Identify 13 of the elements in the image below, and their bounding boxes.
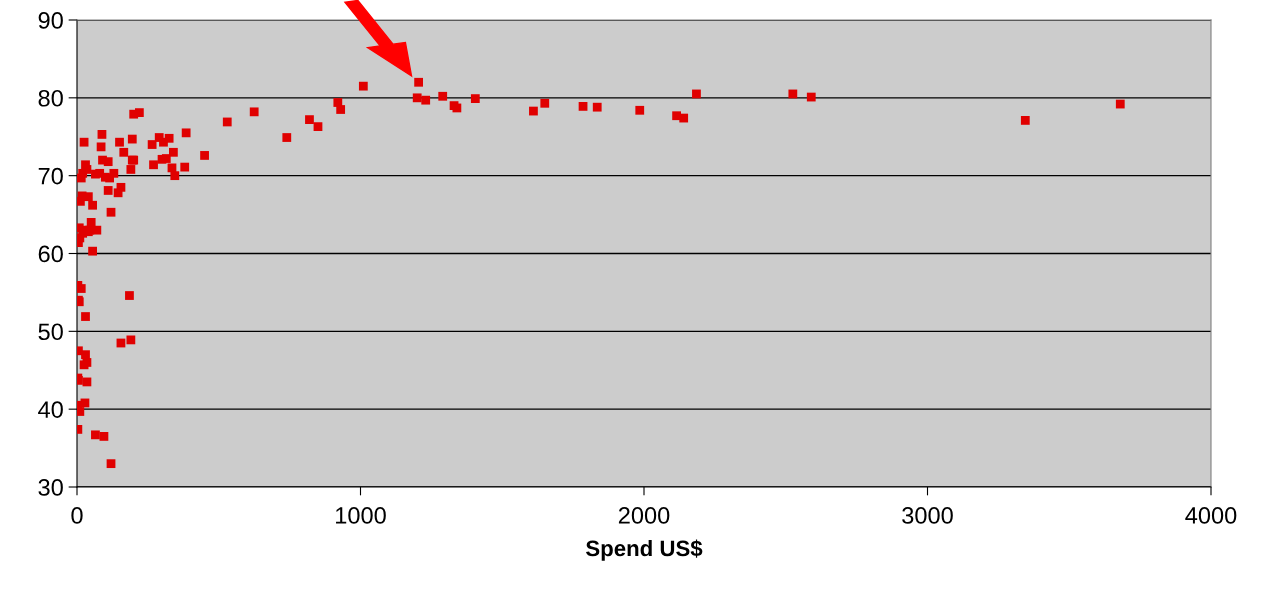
x-tick-label: 0 <box>71 507 83 524</box>
y-tick-label: 80 <box>38 89 63 107</box>
x-tick-label: 1000 <box>336 507 386 524</box>
x-tick-label: 2000 <box>618 507 670 524</box>
y-tick-label: 40 <box>38 401 63 418</box>
y-tick-label: 50 <box>38 323 63 341</box>
y-tick-label: 30 <box>38 479 63 496</box>
y-tick-label: 70 <box>38 167 63 185</box>
x-tick-label: 4000 <box>1185 507 1237 524</box>
y-tick-label: 60 <box>38 245 63 263</box>
x-axis-title: Spend US$ <box>585 539 703 561</box>
x-tick-label: 3000 <box>902 507 953 524</box>
y-tick-label: 90 <box>38 12 63 29</box>
